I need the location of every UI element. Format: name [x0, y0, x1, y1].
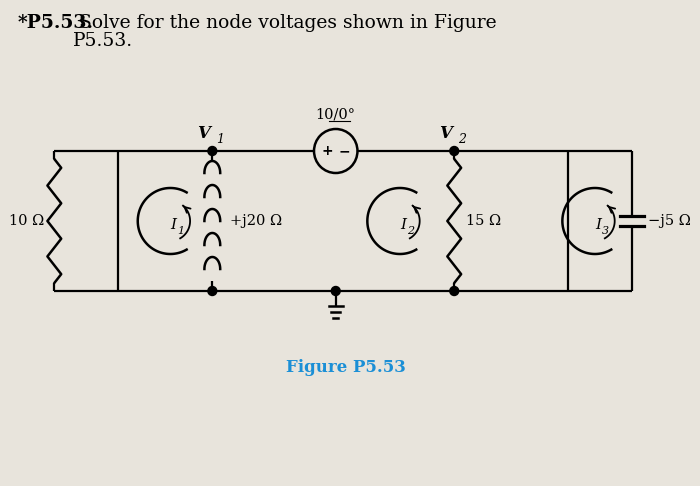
Text: P5.53.: P5.53.	[73, 32, 133, 50]
Text: V: V	[197, 125, 210, 142]
Text: 10 Ω: 10 Ω	[9, 214, 44, 228]
Circle shape	[450, 287, 459, 295]
Text: 10/0°: 10/0°	[316, 107, 356, 121]
Text: +: +	[322, 144, 333, 158]
Text: *P5.53.: *P5.53.	[18, 14, 94, 32]
Text: 3: 3	[602, 226, 610, 236]
Text: −: −	[338, 144, 350, 158]
Text: −j5 Ω: −j5 Ω	[648, 214, 691, 228]
Circle shape	[450, 146, 459, 156]
Text: Figure P5.53: Figure P5.53	[286, 360, 405, 377]
Text: I: I	[400, 218, 406, 232]
Text: 2: 2	[407, 226, 414, 236]
Text: Solve for the node voltages shown in Figure: Solve for the node voltages shown in Fig…	[73, 14, 497, 32]
Text: 1: 1	[216, 133, 224, 146]
Circle shape	[208, 287, 217, 295]
Text: V: V	[440, 125, 452, 142]
Text: I: I	[595, 218, 601, 232]
Text: 2: 2	[458, 133, 466, 146]
Circle shape	[331, 287, 340, 295]
Text: I: I	[170, 218, 176, 232]
Text: +j20 Ω: +j20 Ω	[230, 214, 282, 228]
Text: 15 Ω: 15 Ω	[466, 214, 501, 228]
Text: 1: 1	[178, 226, 185, 236]
Circle shape	[208, 146, 217, 156]
